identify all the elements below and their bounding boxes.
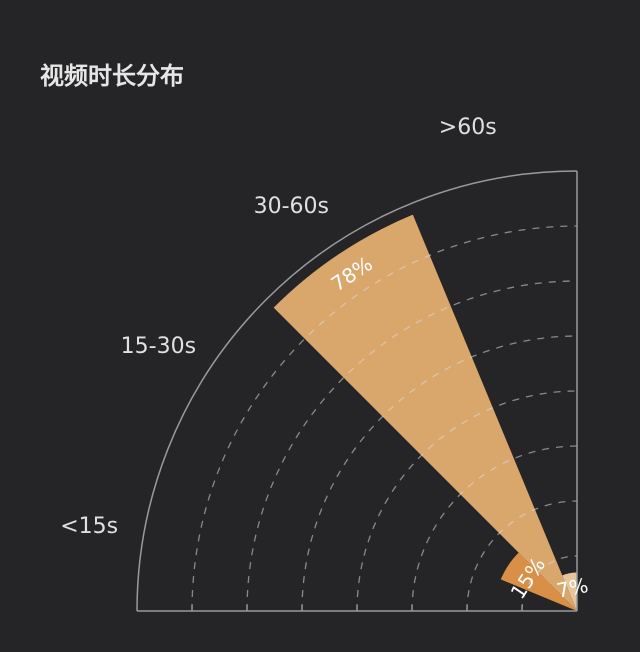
grid-ring [356, 390, 578, 612]
grid-ring [466, 500, 578, 612]
grid-ring [301, 335, 578, 612]
wedge->60s [562, 572, 577, 611]
chart-title: 视频时长分布 [40, 62, 184, 90]
grid-ring [411, 445, 578, 612]
category-label: 15-30s [121, 334, 196, 359]
value-label: 7% [555, 573, 591, 603]
outer-arc [136, 170, 578, 612]
wedge-15-30s [500, 552, 577, 611]
wedge-30-60s [273, 214, 577, 611]
category-label: <15s [60, 514, 118, 539]
grid-ring [521, 555, 578, 612]
grid-ring [191, 225, 578, 612]
category-label: 30-60s [254, 194, 329, 219]
category-label: >60s [439, 115, 497, 140]
grid-ring [246, 280, 578, 612]
